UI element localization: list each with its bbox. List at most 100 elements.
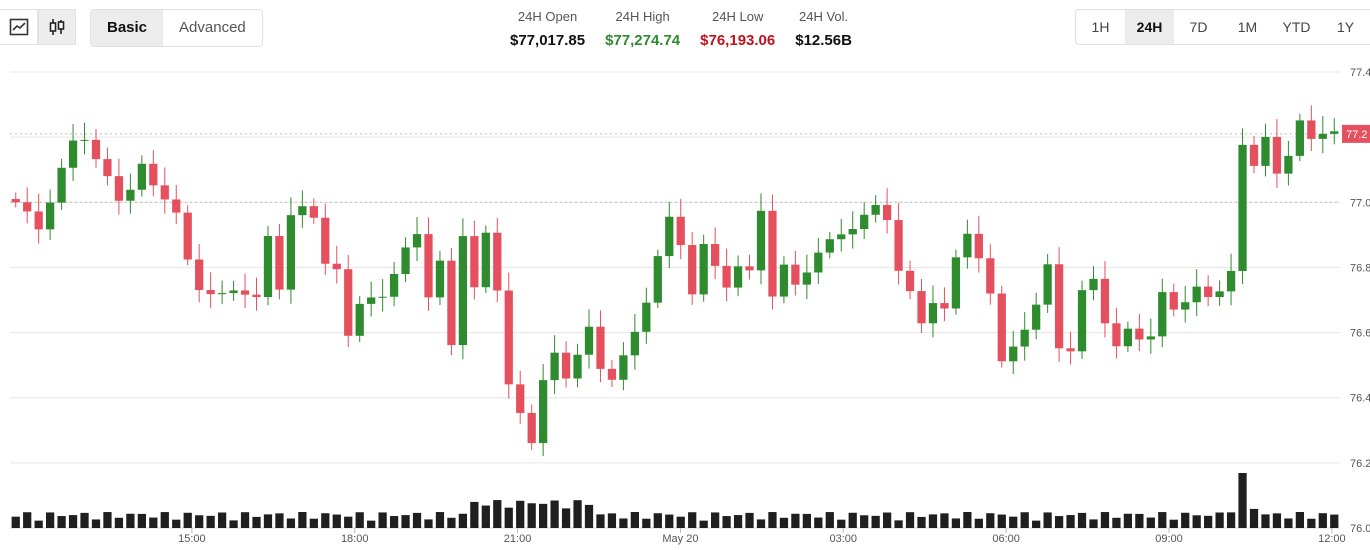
volume-bar [1123,513,1133,528]
candle-body [986,258,995,294]
candle-body [768,210,777,297]
candle-body [688,245,697,295]
candle-body [894,220,903,271]
range-1h-button[interactable]: 1H [1076,10,1125,44]
candle-body [229,290,238,294]
advanced-mode-button[interactable]: Advanced [163,10,262,46]
volume-bar [1112,517,1121,528]
volume-bar [493,500,502,528]
volume-bar [665,514,674,528]
x-tick-label: 09:00 [1155,533,1183,545]
candle-body [263,236,273,298]
line-chart-button[interactable] [0,9,38,45]
candle-body [344,269,353,336]
volume-bar [756,519,766,528]
volume-bar [68,515,78,528]
volume-bar [768,512,777,528]
y-tick-label: 76.4 [1350,393,1370,405]
stat-value: $77,274.74 [605,32,681,49]
volume-bar [183,512,192,528]
candle-body [550,352,559,381]
candle-body [607,368,617,380]
candle-body [321,217,330,264]
volume-bar [814,517,823,528]
candle-body [573,354,582,379]
volume-bar [1020,512,1029,528]
volume-bar [23,512,32,528]
volume-bar [172,519,181,528]
volume-bar [435,512,445,528]
volume-bar [779,517,789,528]
volume-bar [951,518,961,528]
stat-label: 24H Vol. [799,9,849,24]
volume-bar [103,512,112,528]
candle-body [149,163,158,186]
basic-mode-button[interactable]: Basic [91,10,164,46]
candle-body [1158,292,1167,337]
volume-bar [1284,518,1293,528]
range-24h-button[interactable]: 24H [1125,10,1174,44]
candle-body [860,214,869,229]
range-1m-button[interactable]: 1M [1223,10,1272,44]
volume-bar [195,515,204,528]
volume-bar [573,500,582,528]
volume-bar [550,500,559,528]
volume-bar [332,514,341,528]
candle-body [195,259,204,291]
volume-bar [699,520,708,528]
candle-body [584,326,594,355]
candle-body [240,290,250,295]
candle-body [561,352,571,379]
candle-body [699,243,708,295]
price-tag-bg [1342,124,1370,143]
volume-bar [928,514,938,528]
candle-body [630,331,639,356]
range-ytd-button[interactable]: YTD [1272,10,1321,44]
candle-body [11,199,20,203]
volume-bar [986,513,995,528]
volume-bar [539,503,548,528]
range-1y-button[interactable]: 1Y [1321,10,1370,44]
candle-body [1238,144,1247,271]
candle-body [46,202,55,230]
volume-bar [1146,517,1155,528]
candle-body [206,290,215,295]
volume-bar [114,517,124,528]
candle-body [1020,329,1029,347]
candle-body [424,234,433,298]
current-price-tag: 77.2 [1342,124,1370,143]
y-tick-label: 77.4 [1350,67,1370,79]
candle-body [493,232,502,291]
volume-bar [860,515,869,528]
volume-bar [309,518,318,528]
candlestick-button[interactable] [38,9,76,45]
candle-body [91,139,101,160]
volume-bar [149,517,158,528]
chart-gridlines [10,71,1340,529]
candle-body [1272,136,1282,174]
volume-bar [34,520,43,528]
volume-bar [1032,520,1041,528]
volume-bar [447,517,456,528]
candle-body [848,228,857,235]
volume-bar [1330,514,1339,528]
candle-body [355,303,364,336]
volume-bar [389,516,399,528]
candle-body [470,236,479,288]
candle-body [802,272,811,285]
range-7d-button[interactable]: 7D [1174,10,1223,44]
volume-bar [80,512,89,528]
volume-bar [1169,519,1178,528]
volume-bar [894,520,903,528]
volume-bar [1089,519,1098,528]
candle-body [458,236,468,346]
candle-body [1192,286,1201,303]
volume-bar [722,516,731,528]
stat-label: 24H Open [517,9,578,24]
candle-body [665,216,674,257]
volume-bar [1181,512,1190,528]
stats-summary: 24H Open $77,017.85 24H High $77,274.74 … [500,9,862,49]
volume-bar [126,513,135,528]
candle-body [1284,155,1293,174]
